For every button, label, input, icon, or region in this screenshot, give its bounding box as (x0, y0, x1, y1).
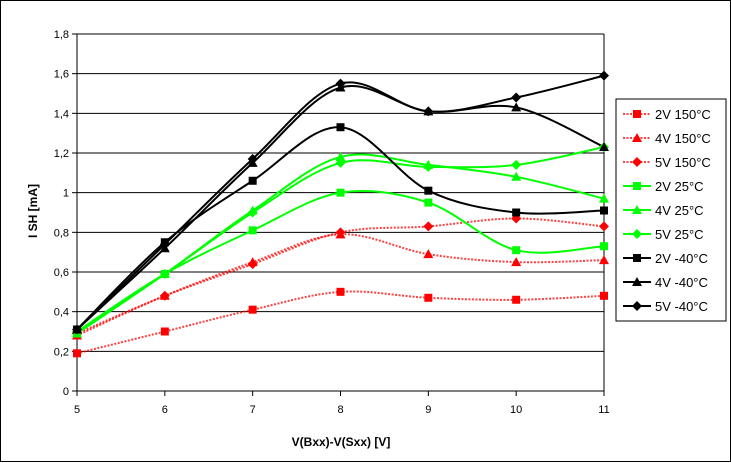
y-tick-label: 1,2 (54, 148, 69, 160)
series-6-line (76, 146, 605, 333)
series-3-point (423, 221, 434, 232)
legend-label: 4V -40°C (655, 275, 708, 290)
legend-label: 2V 25°C (655, 179, 704, 194)
legend-swatch-marker (632, 205, 642, 214)
y-tick-label: 0 (63, 386, 69, 398)
legend: 2V 150°C 4V 150°C 5V 150°C 2V 25°C 4V 25°C 5V… (615, 98, 727, 322)
x-tick-label: 6 (162, 404, 168, 416)
legend-swatch-marker (633, 110, 641, 118)
series-5-point (335, 151, 346, 161)
series-9-point (599, 70, 609, 81)
series-3-point (599, 221, 609, 232)
data-markers (72, 70, 609, 358)
series-6-point (159, 268, 170, 279)
series-5-point (511, 171, 522, 181)
y-tick-label: 0,4 (54, 307, 69, 319)
series-7-point (600, 206, 608, 215)
series-5-line (76, 153, 605, 335)
legend-swatch-marker (632, 301, 642, 311)
y-tick-label: 0,2 (54, 346, 69, 358)
series-6-point (335, 157, 346, 168)
series-2-point (511, 257, 522, 267)
series-9-point (247, 153, 258, 164)
legend-label: 2V 150°C (655, 107, 711, 122)
series-2-point (599, 255, 609, 265)
y-tick-label: 1 (63, 188, 69, 200)
series-5-point (599, 193, 609, 203)
legend-label: 5V -40°C (655, 299, 708, 314)
series-1-point (73, 349, 81, 358)
series-6-point (423, 161, 434, 172)
series-1-point (512, 295, 521, 304)
series-9-point (423, 106, 434, 117)
y-tick-label: 0,6 (54, 267, 69, 279)
legend-label: 5V 25°C (655, 227, 704, 242)
x-tick-label: 9 (425, 404, 431, 416)
y-tick-label: 1,4 (54, 108, 69, 120)
series-1-point (248, 305, 257, 314)
series-4-point (424, 198, 433, 207)
legend-swatch-marker (632, 157, 642, 167)
series-4-point (336, 188, 345, 197)
series-9-point (159, 239, 170, 250)
y-tick-label: 0,8 (54, 227, 69, 239)
series-4-point (600, 242, 608, 251)
series-4-point (512, 246, 521, 255)
x-axis-title: V(Bxx)-V(Sxx) [V] (292, 435, 391, 449)
series-8-point (511, 102, 522, 112)
y-tick-label: 1,6 (54, 69, 69, 81)
series-9-point (335, 78, 346, 89)
legend-swatch-marker (632, 229, 642, 239)
series-6-point (247, 207, 258, 218)
series-9-point (511, 92, 522, 103)
series-6-point (511, 159, 522, 170)
legend-label: 4V 150°C (655, 131, 711, 146)
series-1-point (336, 287, 345, 296)
series-2-point (423, 249, 434, 259)
x-tick-label: 5 (74, 404, 80, 416)
legend-swatch-marker (632, 277, 642, 286)
legend-label: 4V 25°C (655, 203, 704, 218)
series-3-point (247, 259, 258, 270)
legend-swatch-marker (632, 133, 642, 142)
series-7-point (512, 208, 521, 217)
series-1-point (424, 293, 433, 302)
series-8-point (599, 142, 609, 152)
series-7-point (336, 123, 345, 132)
series-1-point (600, 291, 608, 300)
x-tick-label: 7 (250, 404, 256, 416)
y-axis-title: I SH [mA] (26, 184, 40, 238)
series-7-point (424, 186, 433, 195)
legend-label: 2V -40°C (655, 251, 708, 266)
x-tick-label: 11 (598, 404, 609, 416)
series-1-point (160, 327, 169, 336)
legend-swatch-marker (633, 182, 641, 190)
legend-label: 5V 150°C (655, 155, 711, 170)
series-7-point (248, 176, 257, 185)
series-1-line (76, 290, 605, 355)
series-4-point (248, 226, 257, 235)
series-3-point (159, 290, 170, 301)
legend-swatch-marker (633, 254, 641, 262)
series-4-line (76, 189, 605, 333)
axes: 0 0,2 0,4 0,6 0,8 1 1,2 1,4 1,6 1,8 5 6 7 8 9 10 11 (54, 29, 610, 416)
y-tick-label: 1,8 (54, 29, 69, 41)
series-9-point (72, 324, 82, 335)
series-3-point (335, 227, 346, 238)
x-tick-label: 10 (510, 404, 522, 416)
x-tick-label: 8 (337, 404, 343, 416)
